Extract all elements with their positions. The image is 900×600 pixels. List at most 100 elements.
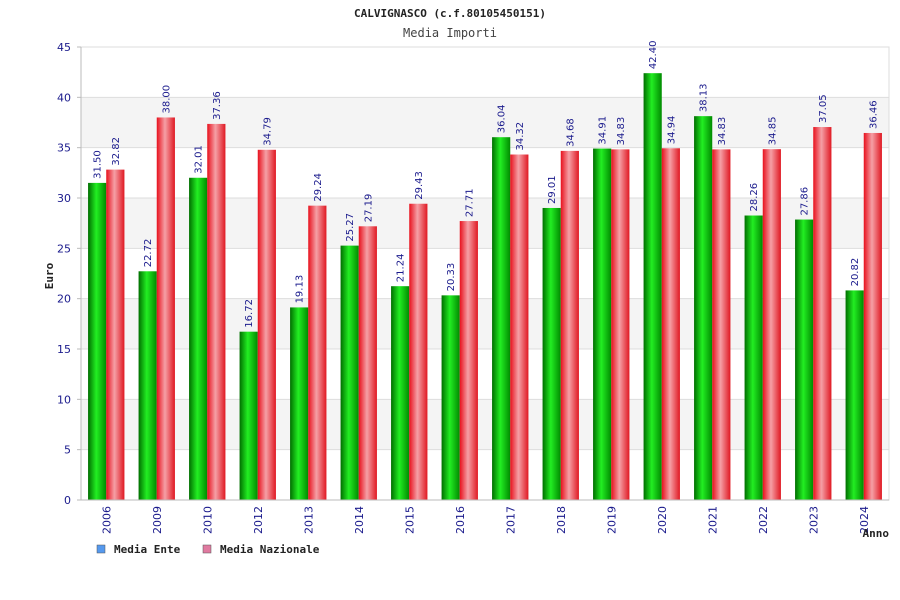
x-tick-label: 2018 <box>555 506 568 534</box>
x-tick-label: 2012 <box>252 506 265 534</box>
y-tick-label: 35 <box>57 142 71 155</box>
chart-title: CALVIGNASCO (c.f.80105450151) <box>354 7 546 20</box>
data-label: 34.94 <box>666 116 677 145</box>
x-tick-label: 2019 <box>605 506 618 534</box>
bar-media-nazionale <box>611 149 630 501</box>
data-label: 29.43 <box>414 171 425 200</box>
grid-band <box>81 47 889 98</box>
data-label: 21.24 <box>396 254 407 283</box>
x-tick-label: 2020 <box>656 506 669 534</box>
x-axis-ticks: 2006 2009 2010 2012 2013 2014 2015 2016 2017 2018… <box>100 506 871 534</box>
y-tick-label: 45 <box>57 41 71 54</box>
bar-media-ente <box>441 295 460 500</box>
data-label: 42.40 <box>648 41 659 70</box>
bar-media-ente <box>290 307 309 500</box>
data-label: 20.82 <box>850 258 861 287</box>
data-label: 27.86 <box>800 187 811 216</box>
y-tick-label: 0 <box>64 494 71 507</box>
data-label: 29.24 <box>313 173 324 202</box>
y-axis-label: Euro <box>43 262 56 289</box>
x-tick-label: 2015 <box>403 506 416 534</box>
bar-media-nazionale <box>106 169 125 500</box>
bar-media-nazionale <box>661 148 680 500</box>
bar-media-ente <box>239 331 258 500</box>
data-label: 34.83 <box>616 117 627 146</box>
bar-media-ente <box>340 245 359 500</box>
data-label: 25.27 <box>345 213 356 242</box>
data-label: 16.72 <box>244 299 255 328</box>
x-tick-label: 2024 <box>858 506 871 534</box>
bar-media-ente <box>593 148 612 500</box>
legend-swatch-media-ente <box>96 544 106 554</box>
x-tick-label: 2021 <box>706 506 719 534</box>
bars <box>88 73 882 501</box>
bar-media-nazionale <box>409 203 428 500</box>
data-label: 37.36 <box>212 91 223 120</box>
legend: Media Ente Media Nazionale <box>96 543 320 556</box>
bar-media-nazionale <box>863 132 882 500</box>
data-label: 22.72 <box>143 239 154 268</box>
bar-media-ente <box>694 116 713 501</box>
bar-media-ente <box>189 177 208 501</box>
y-tick-label: 15 <box>57 343 71 356</box>
y-tick-label: 20 <box>57 293 71 306</box>
y-tick-label: 10 <box>57 393 71 406</box>
data-label: 34.85 <box>767 117 778 146</box>
data-label: 34.79 <box>262 117 273 146</box>
bar-media-nazionale <box>560 150 579 500</box>
x-tick-label: 2009 <box>151 506 164 534</box>
bar-media-nazionale <box>207 123 226 500</box>
data-label: 27.19 <box>363 194 374 223</box>
y-tick-label: 5 <box>64 444 71 457</box>
data-label: 37.05 <box>818 94 829 123</box>
legend-label-media-ente: Media Ente <box>114 543 181 556</box>
y-axis-ticks: 0 5 10 15 20 25 30 35 40 45 <box>57 41 81 507</box>
bar-media-nazionale <box>813 127 832 500</box>
bar-media-ente <box>391 286 410 500</box>
legend-label-media-nazionale: Media Nazionale <box>220 543 320 556</box>
x-tick-label: 2016 <box>454 506 467 534</box>
bar-media-nazionale <box>510 154 529 500</box>
y-tick-label: 30 <box>57 192 71 205</box>
data-label: 34.32 <box>515 122 526 151</box>
bar-media-nazionale <box>762 149 781 500</box>
x-tick-label: 2010 <box>201 506 214 534</box>
data-labels: 31.50 32.82 22.72 38.00 32.01 37.36 16.72 34.79… <box>93 41 880 328</box>
data-label: 36.46 <box>868 100 879 129</box>
data-label: 19.13 <box>295 275 306 304</box>
bar-media-ente <box>643 73 662 500</box>
y-tick-label: 40 <box>57 91 71 104</box>
bar-media-ente <box>744 215 763 501</box>
x-tick-label: 2017 <box>504 506 517 534</box>
bar-media-ente <box>542 207 561 500</box>
data-label: 31.50 <box>93 150 104 179</box>
data-label: 28.26 <box>749 183 760 212</box>
x-tick-label: 2023 <box>807 506 820 534</box>
bar-media-nazionale <box>308 205 327 500</box>
x-tick-label: 2006 <box>100 506 113 534</box>
data-label: 38.13 <box>699 84 710 113</box>
bar-media-nazionale <box>712 149 731 501</box>
bar-media-nazionale <box>358 226 377 500</box>
x-tick-label: 2022 <box>757 506 770 534</box>
bar-media-ente <box>88 182 107 500</box>
data-label: 29.01 <box>547 175 558 204</box>
y-tick-label: 25 <box>57 242 71 255</box>
bar-media-ente <box>795 219 814 500</box>
x-axis-label: Anno <box>863 527 890 540</box>
legend-swatch-media-nazionale <box>202 544 212 554</box>
x-tick-label: 2014 <box>353 506 366 534</box>
data-label: 34.91 <box>598 116 609 145</box>
data-label: 27.71 <box>464 188 475 217</box>
data-label: 34.83 <box>717 117 728 146</box>
bar-media-ente <box>845 290 864 500</box>
data-label: 20.33 <box>446 263 457 292</box>
data-label: 38.00 <box>161 85 172 114</box>
bar-media-ente <box>138 271 157 500</box>
data-label: 36.04 <box>497 105 508 134</box>
bar-media-ente <box>492 137 511 500</box>
bar-media-nazionale <box>257 149 276 500</box>
chart-subtitle: Media Importi <box>403 26 497 40</box>
x-tick-label: 2013 <box>302 506 315 534</box>
